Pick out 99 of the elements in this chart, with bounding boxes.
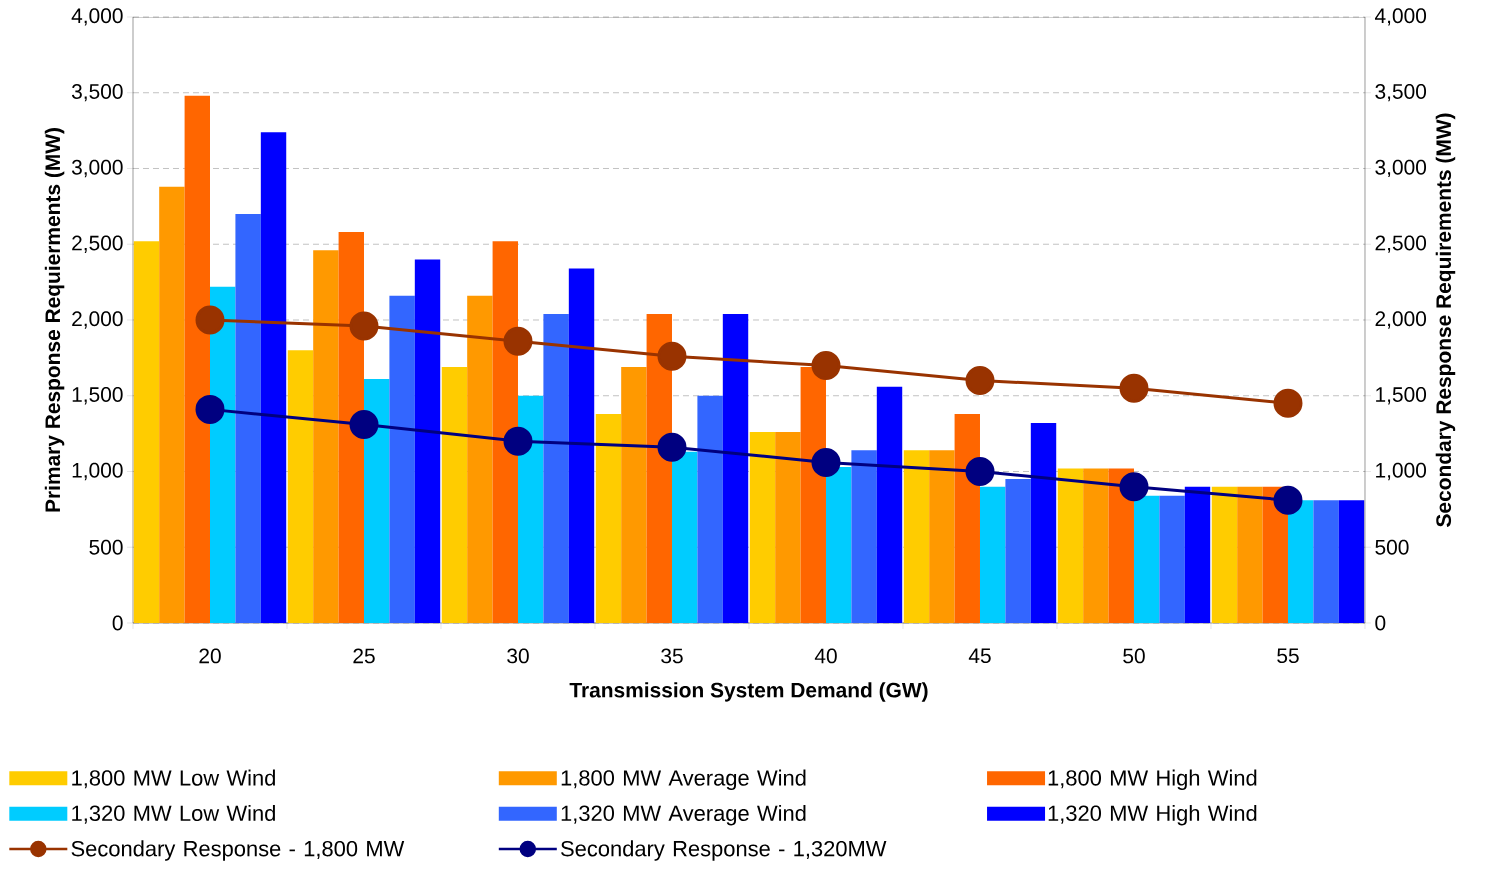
bar	[929, 450, 955, 623]
legend-label: 1,800 MW Average Wind	[561, 769, 806, 791]
bar	[313, 250, 339, 623]
x-tick-label: 40	[814, 648, 837, 664]
legend-label: Secondary Response - 1,800 MW	[71, 840, 405, 861]
y-tick-label: 500	[89, 539, 123, 555]
bar	[492, 241, 518, 623]
bar	[800, 366, 826, 623]
x-tick-label: 35	[661, 648, 683, 664]
point	[1273, 485, 1303, 515]
bar	[543, 313, 569, 623]
bar	[287, 350, 314, 623]
x-tick-label: 55	[1277, 648, 1299, 664]
point	[1119, 373, 1149, 403]
bar	[825, 466, 852, 623]
bar	[467, 295, 493, 623]
bar	[364, 379, 390, 623]
bar	[903, 450, 930, 623]
bar	[1030, 423, 1057, 623]
x-tick-label: 45	[968, 648, 991, 664]
bar	[235, 213, 261, 623]
x-tick-label: 20	[199, 648, 221, 664]
x-tick-label: 30	[507, 648, 529, 664]
bar	[1338, 500, 1365, 623]
point	[965, 366, 995, 396]
bar	[414, 259, 441, 623]
bar	[671, 451, 698, 623]
bar	[184, 95, 210, 623]
bar	[749, 432, 776, 623]
legend-label: Secondary Response - 1,320MW	[561, 840, 887, 861]
legend-label: 1,320 MW Low Wind	[72, 804, 275, 824]
y2-tick-label: 4,000	[1374, 8, 1427, 26]
bar	[210, 286, 236, 623]
y-tick-label: 1,500	[72, 387, 123, 405]
bar	[851, 450, 877, 623]
y2-tick-label: 1,000	[1376, 462, 1427, 481]
point	[811, 447, 841, 477]
y2-tick-label: 2,500	[1375, 235, 1427, 253]
y-tick-label: 3,000	[71, 159, 123, 178]
y2-tick-label: 3,500	[1375, 84, 1427, 102]
y-tick-label: 4,000	[71, 8, 123, 26]
x-tick-label: 25	[353, 648, 375, 664]
bar	[1211, 486, 1238, 623]
bar	[133, 241, 160, 623]
bar	[338, 232, 364, 623]
bar	[1133, 495, 1160, 623]
bar	[1237, 486, 1263, 623]
point	[195, 394, 225, 424]
bar	[441, 366, 468, 623]
bar	[1108, 468, 1134, 623]
point	[657, 432, 687, 462]
bar	[518, 395, 544, 623]
bar	[876, 386, 903, 623]
x-axis-title: Transmission System Demand (GW)	[569, 682, 928, 702]
legend-label: 1,800 MW Low Wind	[72, 769, 275, 789]
point	[1273, 388, 1303, 418]
bar	[568, 268, 595, 623]
bar	[1057, 468, 1084, 623]
y2-tick-label: 3,000	[1375, 159, 1427, 178]
bar	[1083, 468, 1109, 623]
y2-tick-label: 0	[1375, 615, 1386, 631]
x-tick-label: 50	[1123, 648, 1145, 664]
point	[195, 305, 225, 335]
point	[1119, 472, 1149, 502]
bar	[697, 395, 723, 623]
y-tick-label: 3,500	[71, 84, 123, 102]
y2-tick-label: 500	[1375, 539, 1409, 555]
bar	[260, 132, 287, 623]
legend-label: 1,800 MW High Wind	[1048, 769, 1257, 791]
y-axis-title: Primary Response Requierments (MW)	[44, 128, 65, 512]
point	[657, 341, 687, 371]
bar	[1287, 500, 1314, 623]
y2-tick-label: 2,000	[1375, 311, 1427, 329]
bar	[621, 366, 647, 623]
point	[503, 326, 533, 356]
bar	[979, 486, 1006, 623]
bar	[159, 186, 185, 623]
legend-label: 1,320 MW High Wind	[1048, 804, 1257, 826]
point	[811, 350, 841, 380]
y-tick-label: 2,500	[72, 235, 123, 253]
bar	[1184, 486, 1211, 623]
bar	[954, 413, 980, 623]
point	[349, 311, 379, 341]
bar	[1159, 495, 1185, 623]
point	[349, 410, 379, 440]
bar	[775, 432, 801, 623]
y-tick-label: 1,000	[72, 462, 123, 481]
bar	[1313, 500, 1339, 623]
legend-label: 1,320 MW Average Wind	[561, 804, 806, 826]
bar	[1005, 479, 1031, 623]
bar	[722, 313, 749, 623]
bar	[389, 295, 415, 623]
point	[965, 456, 995, 486]
y-tick-label: 2,000	[72, 311, 123, 329]
y2-tick-label: 1,500	[1376, 387, 1427, 405]
y2-axis-title: Secondary Response Requirements (MW)	[1435, 113, 1456, 527]
y-tick-label: 0	[112, 615, 123, 631]
point	[503, 426, 533, 456]
bar	[595, 413, 622, 623]
